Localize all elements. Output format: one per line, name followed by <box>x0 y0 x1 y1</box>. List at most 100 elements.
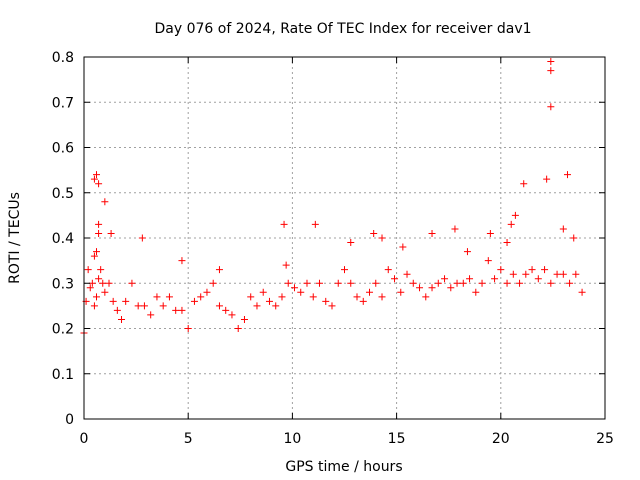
data-point <box>372 279 380 287</box>
data-point <box>328 302 336 310</box>
data-point <box>543 175 551 183</box>
data-point <box>153 293 161 301</box>
data-point <box>172 306 180 314</box>
chart-title: Day 076 of 2024, Rate Of TEC Index for r… <box>154 21 531 37</box>
data-point <box>107 229 115 237</box>
x-tick-label: 10 <box>283 431 301 447</box>
y-tick-label: 0.5 <box>52 186 74 202</box>
data-point <box>240 315 248 323</box>
data-point <box>84 266 92 274</box>
data-point <box>265 297 273 305</box>
data-point <box>95 180 103 188</box>
data-point <box>578 288 586 296</box>
data-point <box>134 302 142 310</box>
x-tick-label: 20 <box>492 431 510 447</box>
data-point <box>478 279 486 287</box>
axis-ticks: 0 5 10 15 20 25 0 0.1 0.2 0.3 0.4 0.5 0.6 0.7 0.8 <box>52 50 614 447</box>
data-point <box>403 270 411 278</box>
data-point <box>416 284 424 292</box>
data-point <box>399 243 407 251</box>
data-point <box>118 315 126 323</box>
x-tick-label: 15 <box>388 431 406 447</box>
data-point <box>463 248 471 256</box>
data-point <box>447 284 455 292</box>
data-point <box>215 302 223 310</box>
data-point <box>428 284 436 292</box>
data-point <box>297 288 305 296</box>
data-point <box>397 288 405 296</box>
y-tick-label: 0.8 <box>52 50 74 66</box>
y-tick-label: 0.4 <box>52 231 74 247</box>
data-point <box>197 293 205 301</box>
data-point <box>97 266 105 274</box>
data-point <box>253 302 261 310</box>
data-point <box>547 67 555 75</box>
data-point <box>159 302 167 310</box>
data-point <box>484 257 492 265</box>
data-point <box>509 270 517 278</box>
data-point <box>322 297 330 305</box>
data-point <box>99 279 107 287</box>
data-point <box>309 293 317 301</box>
data-point <box>453 279 461 287</box>
y-tick-label: 0.2 <box>52 322 74 338</box>
data-point <box>101 198 109 206</box>
data-point <box>272 302 280 310</box>
data-point <box>138 234 146 242</box>
data-point <box>95 220 103 228</box>
data-point <box>90 252 98 260</box>
data-point <box>366 288 374 296</box>
y-tick-label: 0.6 <box>52 141 74 157</box>
data-point <box>303 279 311 287</box>
data-point <box>434 279 442 287</box>
data-point <box>520 180 528 188</box>
data-point <box>428 229 436 237</box>
data-point <box>278 293 286 301</box>
data-point <box>370 229 378 237</box>
data-point <box>534 275 542 283</box>
data-point <box>570 234 578 242</box>
data-point <box>190 297 198 305</box>
data-point <box>491 275 499 283</box>
data-point <box>341 266 348 274</box>
data-point <box>280 220 288 228</box>
data-point <box>222 306 230 314</box>
data-point <box>497 266 505 274</box>
data-point <box>359 297 367 305</box>
data-point <box>178 306 186 314</box>
data-point <box>113 306 121 314</box>
x-tick-label: 25 <box>596 431 614 447</box>
data-point <box>184 325 192 332</box>
data-point <box>353 293 361 301</box>
data-point <box>553 270 561 278</box>
data-point <box>90 175 98 183</box>
data-point <box>95 275 103 283</box>
y-tick-label: 0 <box>65 412 74 428</box>
y-tick-label: 0.1 <box>52 367 74 383</box>
data-point <box>203 288 211 296</box>
data-point <box>178 257 186 265</box>
data-point <box>88 279 96 287</box>
data-point <box>86 284 94 292</box>
data-point <box>347 279 355 287</box>
data-point <box>528 266 536 274</box>
data-point <box>547 58 555 66</box>
data-point <box>472 288 480 296</box>
data-point <box>572 270 580 278</box>
data-point <box>215 266 223 274</box>
data-point <box>234 325 242 332</box>
data-point <box>516 279 524 287</box>
data-point <box>422 293 430 301</box>
data-point <box>563 171 571 179</box>
data-point <box>441 275 449 283</box>
data-point <box>459 279 467 287</box>
data-point <box>466 275 474 283</box>
data-point <box>109 297 117 305</box>
data-point <box>503 239 511 247</box>
y-axis-label: ROTI / TECUs <box>7 192 23 284</box>
x-tick-label: 0 <box>80 431 89 447</box>
data-point <box>228 311 236 319</box>
x-axis-label: GPS time / hours <box>285 459 402 475</box>
data-point <box>90 302 98 310</box>
